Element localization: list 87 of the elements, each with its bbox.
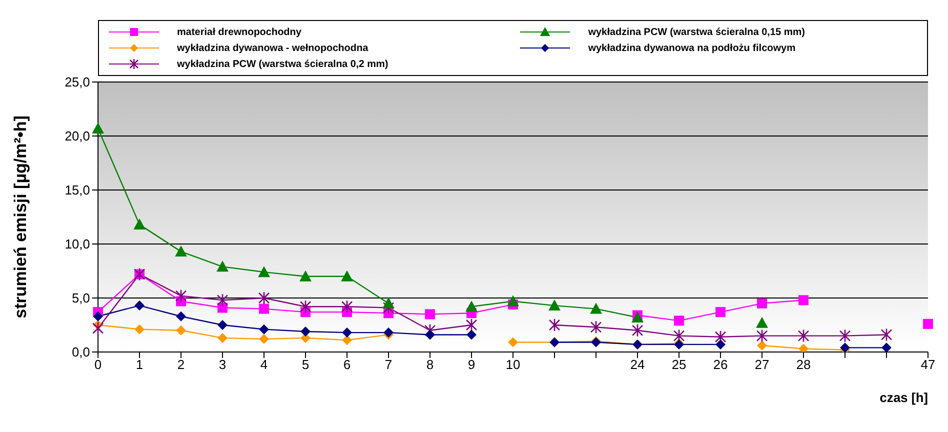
point — [507, 295, 519, 306]
x-axis-title: czas [h] — [880, 390, 928, 405]
point — [674, 316, 684, 326]
legend-label: wykładzina PCW (warstwa ścieralna 0,15 mm) — [588, 26, 805, 38]
x-tick-label: 8 — [426, 357, 434, 372]
point — [259, 324, 269, 334]
point — [92, 322, 104, 335]
point — [508, 337, 518, 348]
point — [923, 318, 933, 329]
point — [216, 294, 228, 307]
y-tick-label: 10,0 — [64, 236, 90, 252]
point — [880, 328, 892, 342]
point — [382, 297, 394, 308]
point — [714, 330, 726, 344]
x-tick-label: 27 — [754, 357, 770, 372]
point — [92, 122, 104, 134]
point — [798, 344, 808, 352]
point — [258, 291, 270, 305]
point — [218, 332, 228, 343]
point — [548, 318, 560, 332]
point — [548, 300, 560, 311]
point — [176, 325, 186, 336]
point — [716, 307, 726, 318]
point — [425, 309, 435, 320]
y-tick-label: 5,0 — [72, 290, 90, 306]
point — [300, 326, 310, 336]
point — [134, 300, 144, 311]
x-tick-label: 25 — [672, 357, 686, 372]
x-tick-label: 47 — [920, 357, 936, 372]
point — [590, 302, 602, 314]
y-tick-label: 15,0 — [64, 182, 90, 198]
legend-label: wykładzina dywanowa na podłożu filcowym — [588, 42, 796, 54]
point — [382, 301, 394, 314]
point — [798, 329, 810, 342]
legend-label: wykładzina PCW (warstwa ścieralna 0,2 mm) — [177, 58, 388, 70]
point — [134, 218, 146, 230]
point — [300, 270, 312, 282]
legend-label: materiał drewnopochodny — [177, 26, 302, 38]
point — [425, 330, 435, 340]
y-tick-label: 25,0 — [64, 74, 90, 90]
y-tick-label: 20,0 — [64, 128, 90, 144]
x-tick-label: 6 — [343, 357, 351, 372]
point — [218, 320, 228, 330]
point — [798, 295, 808, 306]
point — [216, 260, 228, 272]
point — [839, 329, 851, 342]
point — [673, 329, 685, 342]
point — [176, 311, 186, 322]
point — [424, 324, 436, 338]
point — [259, 304, 269, 314]
x-tick-label: 28 — [796, 357, 811, 372]
y-axis-title: strumień emisji [µg/m²•h] — [11, 116, 30, 318]
x-tick-label: 3 — [218, 357, 226, 372]
legend-label: wykładzina dywanowa - wełnopochodna — [177, 42, 368, 54]
x-tick-label: 10 — [506, 357, 520, 372]
point — [756, 316, 768, 328]
x-tick-label: 5 — [302, 357, 310, 372]
x-tick-label: 4 — [260, 357, 268, 372]
point — [756, 329, 768, 342]
point — [757, 340, 767, 351]
point — [757, 298, 767, 308]
point — [175, 289, 187, 302]
x-tick-label: 24 — [630, 357, 645, 372]
point — [882, 342, 892, 352]
point — [590, 320, 602, 334]
point — [259, 334, 269, 344]
point — [258, 266, 270, 278]
x-tick-label: 26 — [713, 357, 728, 372]
point — [93, 311, 103, 322]
y-tick-label: 0,0 — [72, 344, 90, 360]
point — [341, 270, 353, 282]
x-tick-label: 7 — [384, 357, 392, 372]
x-tick-label: 1 — [136, 357, 144, 372]
point — [466, 300, 478, 312]
point — [342, 328, 352, 338]
point — [341, 300, 353, 314]
point — [175, 246, 187, 257]
point — [300, 300, 312, 314]
x-tick-label: 9 — [468, 357, 476, 372]
x-tick-label: 0 — [94, 357, 102, 372]
point — [632, 324, 644, 338]
x-tick-label: 2 — [177, 357, 185, 372]
point — [134, 324, 144, 334]
point — [466, 318, 478, 332]
point — [342, 335, 352, 346]
point — [716, 339, 726, 350]
point — [466, 330, 476, 340]
